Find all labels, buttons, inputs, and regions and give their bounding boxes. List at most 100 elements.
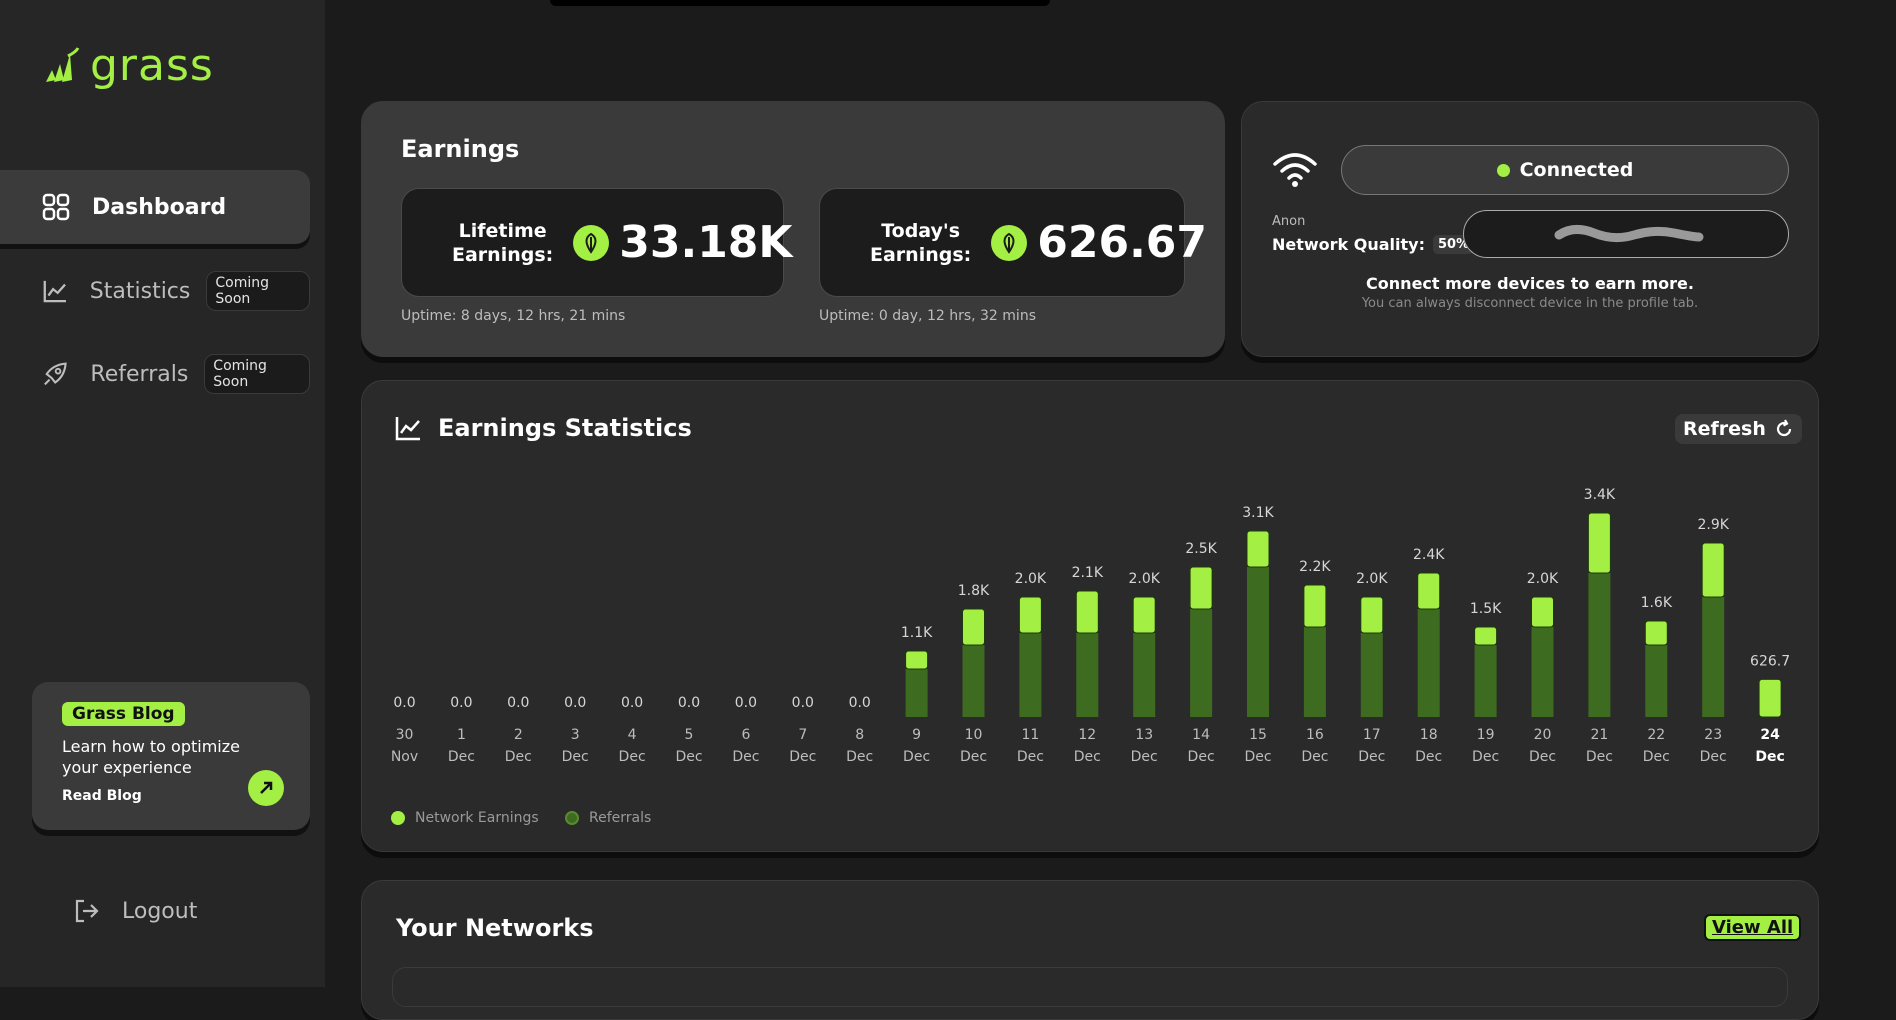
blog-arrow-button[interactable] (248, 770, 284, 806)
bar-referrals (1360, 633, 1383, 717)
bar-value-label: 626.7 (1750, 653, 1790, 669)
x-tick-day: 13 (1135, 727, 1153, 743)
sidebar-item-referrals[interactable]: Referrals Coming Soon (0, 337, 310, 411)
lifetime-label: Lifetime Earnings: (452, 219, 553, 267)
refresh-icon (1776, 419, 1791, 437)
x-tick-day: 14 (1192, 727, 1210, 743)
bar-value-label: 0.0 (678, 695, 700, 711)
x-tick-month: Dec (789, 749, 816, 765)
stats-title: Earnings Statistics (438, 414, 692, 442)
x-tick-day: 16 (1306, 727, 1324, 743)
x-tick-day: 9 (912, 727, 921, 743)
bar-value-label: 3.4K (1584, 487, 1616, 503)
x-tick-month: Dec (1074, 749, 1101, 765)
lifetime-label-line2: Earnings: (452, 243, 554, 266)
bar-referrals (1019, 633, 1042, 717)
connection-status-pill[interactable]: Connected (1341, 145, 1789, 195)
logout-icon (75, 899, 99, 923)
today-uptime: Uptime: 0 day, 12 hrs, 32 mins (819, 308, 1036, 324)
x-tick-day: 10 (965, 727, 983, 743)
blog-card[interactable]: Grass Blog Learn how to optimize your ex… (32, 682, 310, 830)
bar-value-label: 2.0K (1128, 571, 1160, 587)
refresh-button[interactable]: Refresh (1675, 414, 1802, 444)
bar-network-earnings (1132, 596, 1156, 634)
bar-value-label: 0.0 (393, 695, 415, 711)
lifetime-uptime: Uptime: 8 days, 12 hrs, 21 mins (401, 308, 626, 324)
bar-network-earnings (1587, 512, 1611, 574)
connect-cta: Connect more devices to earn more. (1366, 274, 1694, 293)
bar-value-label: 0.0 (735, 695, 757, 711)
x-tick-day: 2 (514, 727, 523, 743)
x-tick-month: Dec (505, 749, 532, 765)
bar-referrals (1702, 597, 1725, 717)
bar-network-earnings (1246, 530, 1270, 568)
today-value-text: 626.67 (1037, 217, 1208, 268)
x-tick-month: Dec (675, 749, 702, 765)
status-dot (1496, 163, 1510, 177)
x-tick-day: 4 (628, 727, 637, 743)
bar-value-label: 0.0 (621, 695, 643, 711)
today-label: Today's Earnings: (870, 219, 971, 267)
bar-value-label: 1.6K (1641, 595, 1673, 611)
bar-value-label: 2.2K (1299, 559, 1331, 575)
bar-value-label: 2.0K (1356, 571, 1388, 587)
grass-logo[interactable]: grass (42, 40, 214, 91)
line-chart-icon (43, 280, 66, 303)
rocket-icon (44, 362, 67, 386)
x-tick-month: Dec (903, 749, 930, 765)
wifi-icon (1273, 153, 1317, 187)
x-tick-day: 20 (1534, 727, 1552, 743)
quality-label: Network Quality: (1272, 235, 1425, 254)
bar-value-label: 0.0 (564, 695, 586, 711)
legend-swatch (565, 811, 579, 825)
x-tick-day: 3 (571, 727, 580, 743)
x-tick-month: Dec (1755, 749, 1784, 765)
x-tick-month: Dec (846, 749, 873, 765)
bar-value-label: 2.0K (1015, 571, 1047, 587)
bar-value-label: 0.0 (507, 695, 529, 711)
earnings-bar-chart: 0.0 30 Nov 0.0 1 Dec 0.0 2 Dec 0.0 3 Dec 0.0 4 Dec 0.0 5… (391, 487, 1790, 765)
bar-value-label: 1.5K (1470, 601, 1502, 617)
x-tick-month: Dec (732, 749, 759, 765)
bar-referrals (1645, 645, 1668, 717)
bar-value-label: 2.9K (1697, 517, 1729, 533)
quality-badge: 50% (1433, 235, 1475, 254)
network-quality: Network Quality: 50% (1272, 235, 1475, 254)
sidebar-item-label: Statistics (89, 278, 191, 304)
bar-network-earnings (1303, 584, 1327, 628)
bar-network-earnings (1018, 596, 1042, 634)
logout-button[interactable]: Logout (72, 897, 197, 925)
bar-value-label: 0.0 (849, 695, 871, 711)
sidebar: grass Dashboard Statistics Coming Soon R… (0, 0, 325, 987)
x-tick-day: 19 (1477, 727, 1495, 743)
x-tick-day: 7 (798, 727, 807, 743)
sidebar-item-dashboard[interactable]: Dashboard (0, 170, 310, 244)
read-blog-link[interactable]: Read Blog (62, 788, 142, 804)
x-tick-month: Dec (1244, 749, 1271, 765)
sidebar-item-label: Referrals (90, 361, 189, 387)
bar-referrals (962, 645, 985, 717)
blog-text: Learn how to optimize your experience (62, 737, 240, 777)
sidebar-item-statistics[interactable]: Statistics Coming Soon (0, 254, 310, 328)
earnings-title: Earnings (401, 135, 520, 163)
refresh-label: Refresh (1683, 418, 1766, 440)
today-value: 626.67 (991, 217, 1207, 268)
bar-value-label: 2.5K (1185, 541, 1217, 557)
x-tick-day: 21 (1590, 727, 1608, 743)
x-tick-day: 22 (1647, 727, 1665, 743)
connect-sub: You can always disconnect device in the … (1361, 296, 1699, 311)
bar-network-earnings (905, 650, 929, 670)
leaf-icon (991, 224, 1028, 261)
x-tick-month: Dec (1586, 749, 1613, 765)
bar-network-earnings (1644, 620, 1668, 646)
bar-network-earnings (1189, 566, 1213, 610)
bar-referrals (905, 669, 928, 717)
bar-network-earnings (1075, 590, 1099, 634)
view-all-button[interactable]: View All (1704, 914, 1802, 941)
line-chart-icon (395, 417, 420, 441)
lifetime-earnings-box: Lifetime Earnings: 33.18K (401, 188, 793, 297)
x-tick-month: Dec (1700, 749, 1727, 765)
x-tick-month: Dec (1358, 749, 1385, 765)
bar-network-earnings (1701, 542, 1725, 598)
bar-value-label: 2.4K (1413, 547, 1445, 563)
